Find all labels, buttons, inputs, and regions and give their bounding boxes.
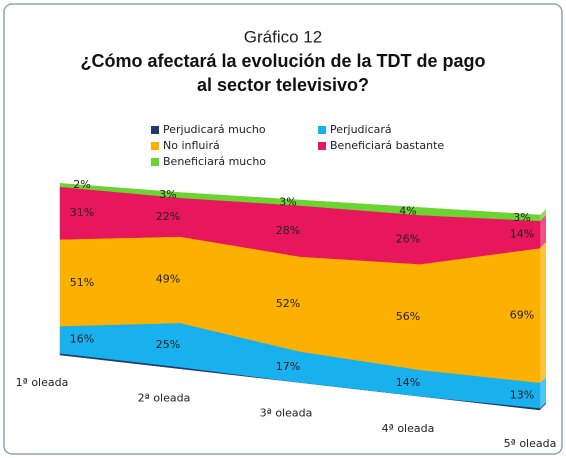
area-side [540, 376, 546, 409]
data-label: 49% [156, 273, 180, 286]
chart-subtitle: al sector televisivo? [197, 75, 369, 95]
chart-title: Gráfico 12 [244, 27, 322, 46]
data-label: 16% [70, 333, 94, 346]
data-label: 17% [276, 360, 300, 373]
data-label: 28% [276, 224, 300, 237]
legend-label: Beneficiará bastante [330, 139, 444, 152]
data-label: 56% [396, 310, 420, 323]
data-label: 3% [513, 211, 530, 224]
area-side [540, 402, 546, 410]
data-label: 22% [156, 210, 180, 223]
legend-label: Beneficiará mucho [163, 155, 266, 168]
data-label: 25% [156, 338, 180, 351]
x-tick-label: 2ª oleada [138, 391, 191, 404]
legend-label: Perjudicará [330, 123, 392, 136]
legend-swatch [151, 158, 159, 166]
data-label: 26% [396, 233, 420, 246]
legend-swatch [151, 142, 159, 150]
data-label: 3% [159, 188, 176, 201]
x-tick-label: 4ª oleada [382, 422, 435, 435]
x-tick-label: 3ª oleada [260, 407, 313, 420]
legend-swatch [318, 142, 326, 150]
data-label: 14% [510, 228, 534, 241]
chart-subtitle: ¿Cómo afectará la evolución de la TDT de… [80, 51, 485, 71]
area-side [540, 214, 546, 249]
data-label: 4% [399, 204, 416, 217]
data-label: 51% [70, 276, 94, 289]
area-side [540, 209, 546, 221]
legend-label: No influirá [163, 139, 220, 152]
legend-swatch [318, 126, 326, 134]
area-side [540, 242, 546, 383]
data-label: 31% [70, 206, 94, 219]
legend-swatch [151, 126, 159, 134]
data-label: 14% [396, 376, 420, 389]
data-label: 69% [510, 308, 534, 321]
x-tick-label: 1ª oleada [16, 376, 69, 389]
x-tick-label: 5ª oleada [504, 437, 557, 450]
data-label: 2% [73, 178, 90, 191]
data-label: 3% [279, 196, 296, 209]
legend-label: Perjudicará mucho [163, 123, 266, 136]
data-label: 13% [510, 388, 534, 401]
data-label: 52% [276, 297, 300, 310]
